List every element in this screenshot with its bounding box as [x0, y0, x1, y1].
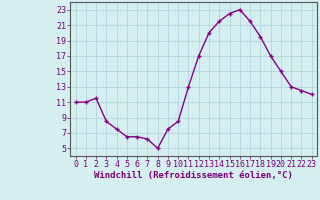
X-axis label: Windchill (Refroidissement éolien,°C): Windchill (Refroidissement éolien,°C): [94, 171, 293, 180]
